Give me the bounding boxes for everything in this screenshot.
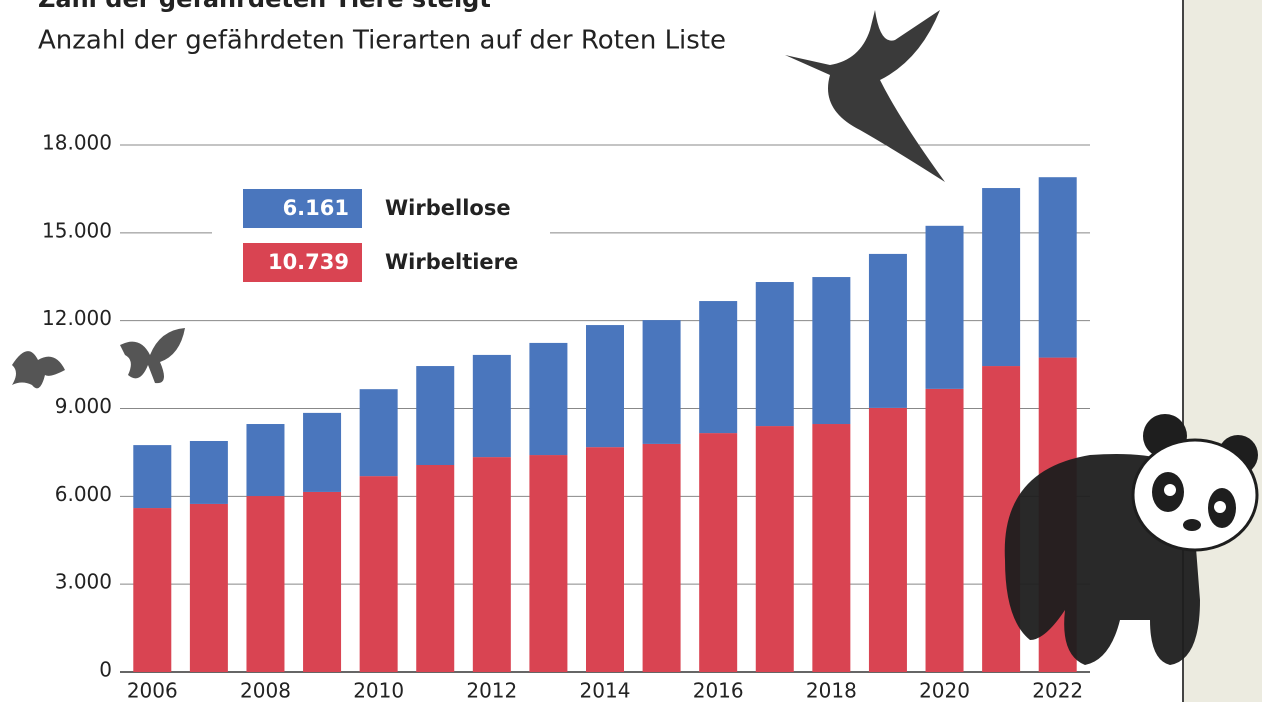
- x-tick-label: 2006: [127, 679, 178, 702]
- bar-segment: [529, 343, 567, 455]
- bar-segment: [586, 325, 624, 447]
- legend-value: 10.739: [268, 250, 349, 274]
- x-tick-label: 2014: [580, 679, 631, 702]
- bar-segment: [529, 455, 567, 672]
- chart-subtitle: Anzahl der gefährdeten Tierarten auf der…: [38, 26, 726, 56]
- bar-segment: [869, 408, 907, 672]
- x-tick-label: 2018: [806, 679, 857, 702]
- bar-segment: [303, 413, 341, 492]
- bar-segment: [699, 433, 737, 672]
- bar-segment: [133, 508, 171, 672]
- bar-segment: [756, 426, 794, 672]
- bar-segment: [360, 476, 398, 672]
- hummingbird: [785, 10, 945, 182]
- bar-segment: [473, 355, 511, 457]
- bar-segment: [982, 188, 1020, 366]
- bar-segment: [360, 389, 398, 476]
- bar-segment: [926, 226, 964, 389]
- bar-segment: [643, 444, 681, 672]
- bar-segment: [246, 424, 284, 496]
- bar-segment: [133, 445, 171, 508]
- plot: 0 3.000 6.000 9.000 12.000 15.000 18.000 2006 20…: [42, 131, 1090, 702]
- bar-segment: [756, 282, 794, 426]
- y-tick-label: 6.000: [55, 482, 112, 506]
- bar-segment: [416, 366, 454, 465]
- legend-label: Wirbellose: [385, 196, 511, 220]
- x-tick-label: 2016: [693, 679, 744, 702]
- x-tick-label: 2010: [353, 679, 404, 702]
- bar-segment: [926, 389, 964, 672]
- y-tick-label: 15.000: [42, 218, 112, 242]
- bar-segment: [190, 441, 228, 504]
- bar-segment: [190, 504, 228, 672]
- y-tick-label: 18.000: [42, 131, 112, 155]
- x-tick-label: 2020: [919, 679, 970, 702]
- x-tick-label: 2008: [240, 679, 291, 702]
- bar-segment: [643, 320, 681, 444]
- bar-segment: [246, 496, 284, 672]
- x-tick-label: 2012: [466, 679, 517, 702]
- bar-segment: [1039, 177, 1077, 357]
- bar-segment: [586, 447, 624, 672]
- bar-segment: [416, 465, 454, 672]
- bar-segment: [473, 457, 511, 672]
- bar-segment: [699, 301, 737, 433]
- butterflies: [12, 328, 185, 388]
- chart-title: Zahl der gefährdeten Tiere steigt: [38, 0, 491, 13]
- y-tick-label: 0: [99, 658, 112, 682]
- bar-segment: [812, 277, 850, 424]
- y-tick-label: 12.000: [42, 306, 112, 330]
- x-tick-label: 2022: [1032, 679, 1083, 702]
- y-tick-label: 3.000: [55, 570, 112, 594]
- legend-label: Wirbeltiere: [385, 250, 518, 274]
- chart: 0 3.000 6.000 9.000 12.000 15.000 18.000 2006 20…: [0, 0, 1262, 702]
- y-tick-label: 9.000: [55, 394, 112, 418]
- bar-segment: [303, 492, 341, 672]
- legend-value: 6.161: [283, 196, 349, 220]
- bar-segment: [869, 254, 907, 408]
- bar-segment: [812, 424, 850, 672]
